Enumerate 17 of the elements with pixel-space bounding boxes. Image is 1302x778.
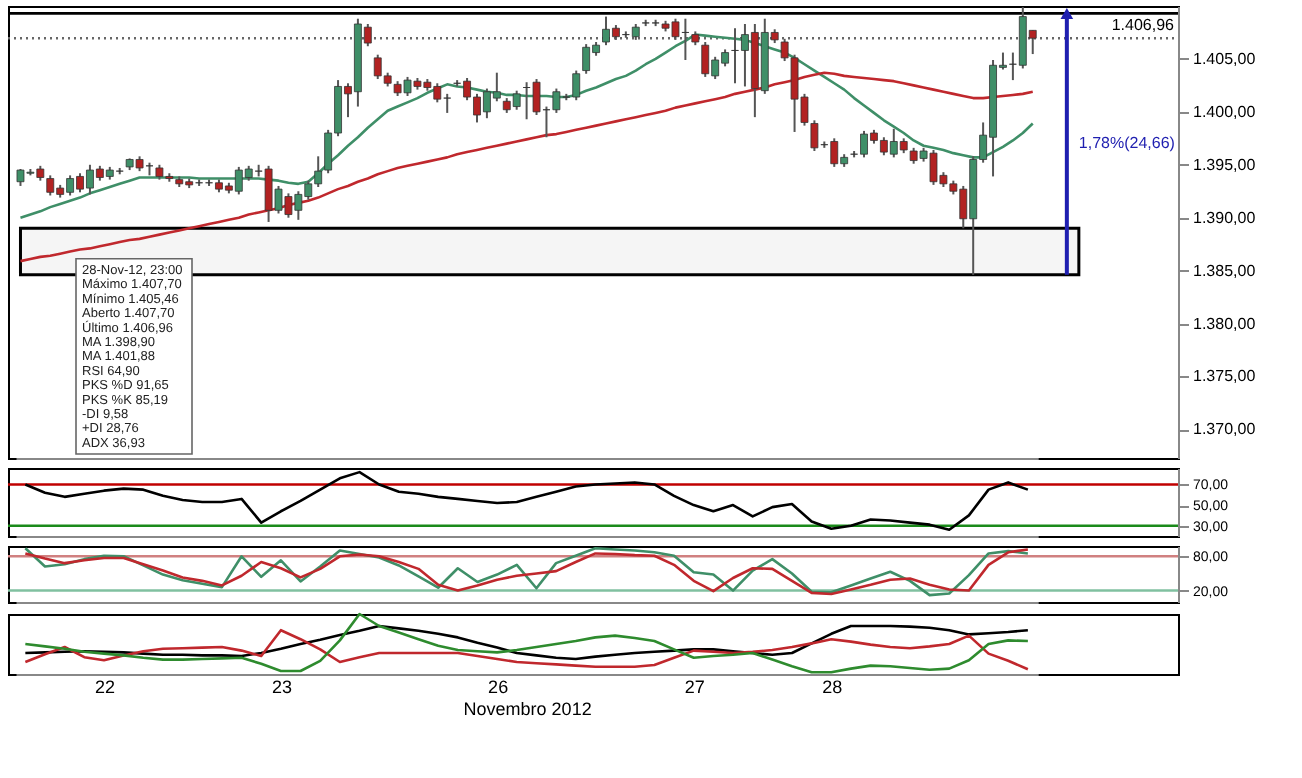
- y-tick-label: 1.370,00: [1193, 420, 1257, 439]
- text: 1,78%(24,66): [1078, 134, 1176, 153]
- x-tick-label: 28: [822, 677, 843, 697]
- y-tick-label: 1.400,00: [1193, 102, 1257, 121]
- ref-line-label: 1.406,96: [1111, 16, 1176, 35]
- line-series: [19, 33, 1035, 220]
- y-tick-label: 1.380,00: [1193, 314, 1257, 333]
- y-tick-label: 1.390,00: [1193, 208, 1257, 227]
- x-axis-title: Novembro 2012: [463, 699, 592, 719]
- x-tick-label: 27: [684, 677, 705, 697]
- y-tick-label: 1.395,00: [1193, 155, 1257, 174]
- y-tick-label: 1.405,00: [1193, 49, 1257, 68]
- x-tick-label: 23: [271, 677, 292, 697]
- y-tick-label: 1.375,00: [1193, 367, 1257, 386]
- y-tick-label: 1.385,00: [1193, 261, 1257, 280]
- x-tick-label: 22: [94, 677, 115, 697]
- x-tick-label: 26: [488, 677, 509, 697]
